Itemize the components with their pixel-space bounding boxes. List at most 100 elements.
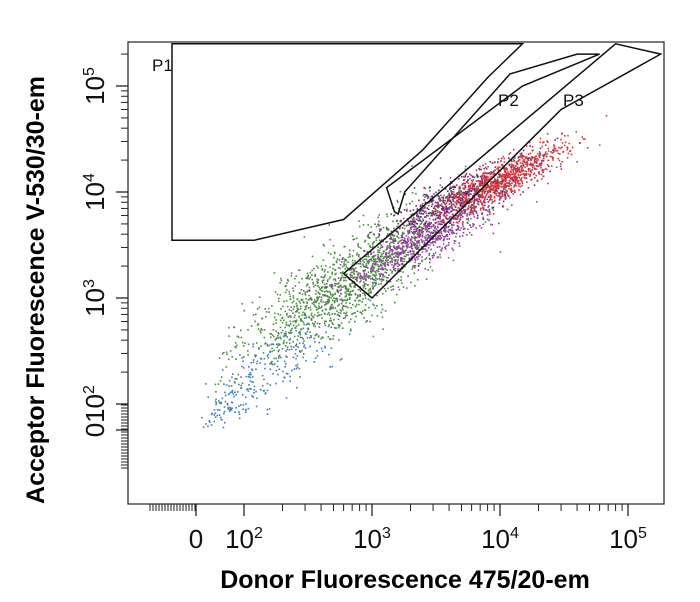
data-point — [331, 303, 333, 306]
data-point — [478, 169, 481, 171]
data-point — [234, 391, 236, 393]
data-point — [392, 237, 395, 240]
data-point — [444, 225, 446, 228]
data-point — [441, 223, 443, 225]
data-point — [393, 264, 395, 267]
data-point — [410, 228, 412, 231]
data-point — [473, 190, 476, 192]
data-point — [521, 157, 524, 159]
data-point — [262, 352, 265, 354]
data-point — [473, 184, 476, 187]
data-point — [275, 330, 277, 332]
data-point — [251, 368, 253, 370]
data-point — [467, 222, 469, 224]
data-point — [303, 323, 305, 326]
data-point — [237, 336, 240, 339]
data-point — [412, 223, 414, 226]
data-point — [292, 356, 295, 359]
data-point — [368, 288, 371, 291]
data-point — [377, 223, 379, 226]
data-point — [365, 283, 367, 285]
data-point — [503, 184, 505, 186]
data-point — [450, 231, 453, 234]
data-point — [278, 368, 281, 371]
data-point — [288, 325, 291, 327]
data-point — [464, 165, 467, 168]
data-point — [462, 193, 465, 195]
data-point — [473, 201, 475, 204]
data-point — [409, 223, 412, 226]
data-point — [354, 293, 356, 296]
data-point — [538, 151, 541, 153]
data-point — [398, 288, 401, 291]
data-point — [294, 344, 297, 347]
data-point — [429, 190, 431, 192]
data-point — [538, 155, 540, 157]
data-point — [449, 229, 452, 232]
data-point — [354, 286, 356, 288]
data-point — [421, 230, 423, 233]
data-point — [221, 397, 224, 400]
data-point — [503, 176, 506, 178]
data-point — [339, 254, 341, 256]
data-point — [395, 293, 398, 296]
data-point — [472, 183, 475, 185]
data-point — [460, 209, 463, 212]
data-point — [510, 160, 513, 163]
data-point — [448, 221, 451, 223]
data-point — [445, 202, 448, 204]
data-point — [391, 270, 393, 273]
data-point — [385, 226, 388, 229]
data-point — [314, 273, 317, 276]
data-point — [396, 199, 398, 202]
data-point — [324, 345, 326, 348]
data-point — [238, 413, 241, 415]
data-point — [479, 183, 481, 186]
data-point — [544, 167, 547, 170]
data-point — [535, 155, 537, 157]
data-point — [598, 144, 601, 146]
data-point — [304, 291, 307, 294]
data-point — [459, 198, 462, 201]
data-point — [373, 263, 376, 266]
data-point — [487, 191, 489, 194]
data-point — [517, 168, 520, 171]
data-point — [362, 310, 364, 312]
data-point — [333, 251, 336, 254]
data-point — [504, 182, 507, 185]
data-point — [413, 257, 416, 259]
data-point — [432, 235, 434, 237]
data-point — [403, 240, 405, 242]
data-point — [448, 212, 451, 214]
data-point — [553, 144, 555, 146]
data-point — [560, 163, 562, 165]
data-point — [550, 151, 552, 153]
data-point — [324, 290, 326, 293]
data-point — [435, 191, 437, 194]
data-point — [337, 266, 340, 269]
data-point — [570, 153, 573, 156]
data-point — [464, 175, 466, 178]
data-point — [455, 195, 458, 198]
data-point — [436, 204, 439, 207]
data-point — [481, 182, 483, 184]
data-point — [387, 287, 389, 290]
data-point — [421, 226, 423, 229]
data-point — [313, 323, 316, 325]
data-point — [264, 363, 266, 365]
data-point — [505, 172, 508, 175]
data-point — [344, 299, 347, 302]
data-point — [475, 227, 477, 229]
data-point — [292, 320, 294, 323]
data-point — [503, 161, 506, 163]
data-point — [222, 426, 225, 429]
data-point — [564, 141, 567, 144]
data-point — [521, 181, 523, 183]
data-point — [296, 338, 299, 341]
data-point — [261, 374, 264, 377]
data-point — [300, 289, 303, 291]
data-point — [459, 204, 461, 206]
data-point — [367, 260, 369, 262]
data-point — [448, 225, 450, 228]
data-point — [490, 188, 492, 191]
